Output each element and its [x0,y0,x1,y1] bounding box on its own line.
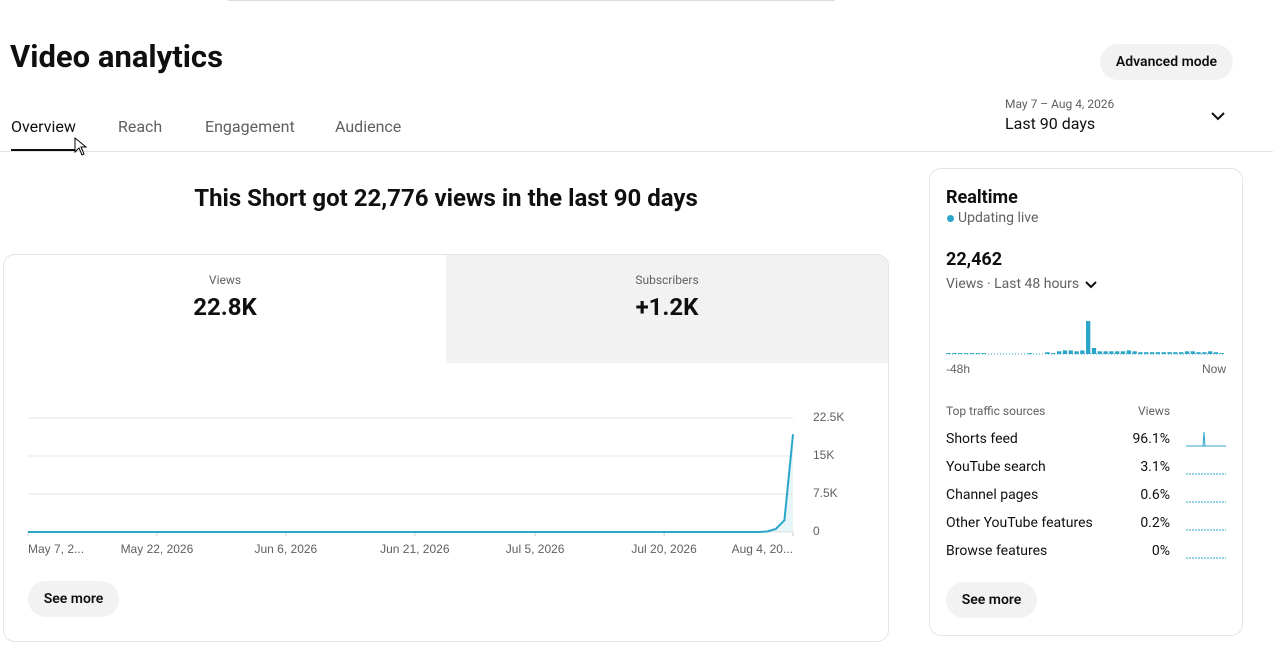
advanced-mode-button[interactable]: Advanced mode [1100,44,1233,80]
source-share: 96.1% [1132,431,1170,447]
mouse-cursor [74,136,88,156]
dropdown-chevron[interactable] [1210,110,1226,122]
source-share: 0.6% [1140,487,1170,503]
source-name: Channel pages [946,487,1039,503]
summary: This Short got 22,776 views in the last … [194,184,698,212]
sources-header: Top traffic sources [946,404,1046,418]
live-status: Updating live [958,210,1039,226]
realtime-card: Realtime Updating live 22,462 Views · La… [929,168,1243,636]
tab[interactable]: Overview [11,117,76,136]
realtime-count: 22,462 [946,249,1003,270]
sparkline [1186,501,1226,503]
sources-header: Views [1138,404,1171,418]
source-share: 3.1% [1140,459,1170,475]
page-title: Video analytics [10,38,223,75]
chart-card: Views 22.8K Subscribers +1.2K See more [3,254,889,642]
metric-label[interactable]: Views [208,273,242,287]
tab[interactable]: Audience [335,117,402,136]
tab-underline [11,149,77,151]
caption-chevron[interactable] [1084,279,1098,291]
metric-tab-bg [446,255,888,363]
tab[interactable]: Reach [118,117,163,136]
date-range[interactable]: May 7 – Aug 4, 2026 [1005,97,1115,111]
source-name: Other YouTube features [946,515,1093,531]
sparkline [1186,473,1226,475]
realtime-title: Realtime [946,187,1018,208]
source-name: YouTube search [946,459,1046,475]
header-divider [0,151,1273,152]
see-more-button[interactable]: See more [946,582,1037,618]
period-select[interactable]: Last 90 days [1005,114,1096,133]
sparkline [1186,557,1226,559]
see-more-button[interactable]: See more [28,581,119,617]
live-dot [947,215,954,222]
source-name: Shorts feed [946,431,1018,447]
metric-label[interactable]: Subscribers [635,273,699,287]
source-share: 0% [1151,543,1170,559]
realtime-caption[interactable]: Views · Last 48 hours [946,276,1080,292]
tab[interactable]: Engagement [205,117,295,136]
source-name: Browse features [946,543,1048,559]
sparkline [1186,529,1226,531]
source-share: 0.2% [1140,515,1170,531]
metric-value[interactable]: 22.8K [193,293,257,321]
metric-value[interactable]: +1.2K [635,293,699,321]
sparkline [1186,431,1226,447]
top-divider [228,0,835,1]
